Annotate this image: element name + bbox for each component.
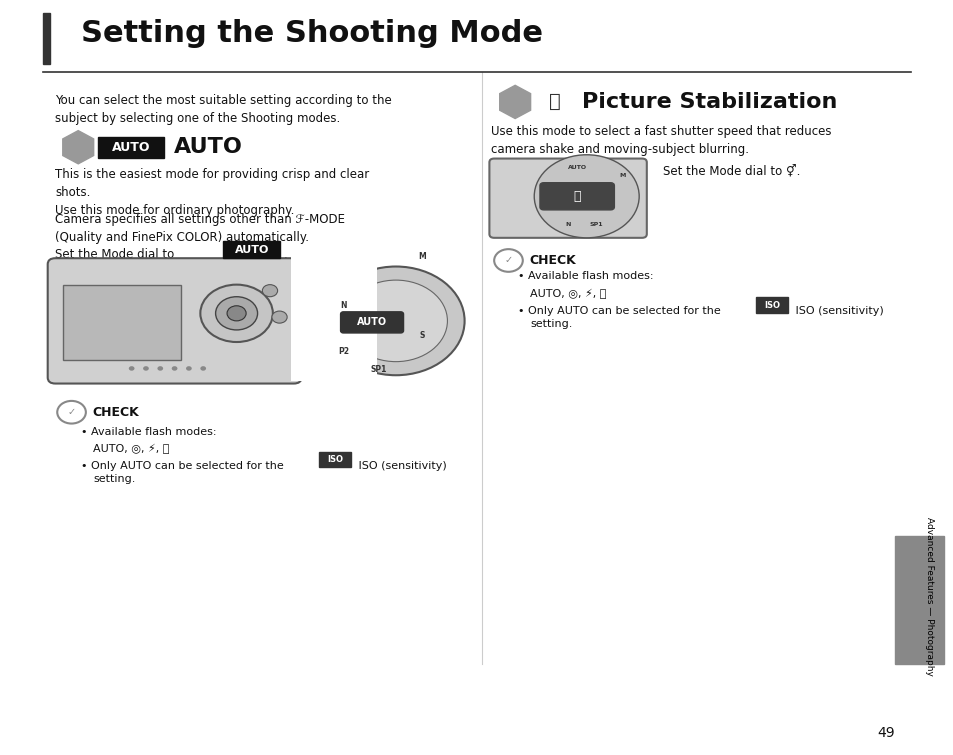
FancyBboxPatch shape bbox=[48, 258, 301, 384]
Circle shape bbox=[344, 280, 447, 362]
Text: 49: 49 bbox=[877, 726, 894, 740]
Circle shape bbox=[272, 311, 287, 323]
Text: 🚶: 🚶 bbox=[573, 190, 580, 203]
Circle shape bbox=[143, 366, 149, 371]
FancyBboxPatch shape bbox=[63, 285, 181, 360]
Text: M: M bbox=[619, 173, 625, 177]
FancyBboxPatch shape bbox=[755, 297, 787, 313]
Text: AUTO, ◎, ⚡, ⓢ: AUTO, ◎, ⚡, ⓢ bbox=[530, 289, 606, 300]
Circle shape bbox=[129, 366, 134, 371]
Text: You can select the most suitable setting according to the
subject by selecting o: You can select the most suitable setting… bbox=[55, 94, 392, 125]
Text: ✓: ✓ bbox=[68, 407, 75, 418]
Text: 🚶: 🚶 bbox=[548, 92, 559, 112]
FancyBboxPatch shape bbox=[894, 536, 943, 664]
Text: ISO: ISO bbox=[327, 455, 342, 464]
FancyBboxPatch shape bbox=[43, 13, 50, 64]
Text: SP1: SP1 bbox=[370, 365, 387, 374]
Text: ISO (sensitivity): ISO (sensitivity) bbox=[355, 461, 446, 470]
Text: SP1: SP1 bbox=[589, 223, 602, 227]
Text: AUTO: AUTO bbox=[112, 140, 151, 154]
Text: M: M bbox=[418, 252, 426, 261]
Text: AUTO: AUTO bbox=[356, 317, 387, 328]
Text: • Only AUTO can be selected for the: • Only AUTO can be selected for the bbox=[81, 461, 284, 470]
Text: CHECK: CHECK bbox=[92, 405, 139, 419]
Text: AUTO, ◎, ⚡, ⓢ: AUTO, ◎, ⚡, ⓢ bbox=[93, 444, 170, 455]
Circle shape bbox=[215, 297, 257, 330]
Text: Set the Mode dial to ⚥.: Set the Mode dial to ⚥. bbox=[662, 165, 800, 177]
Text: • Only AUTO can be selected for the: • Only AUTO can be selected for the bbox=[517, 306, 720, 316]
FancyBboxPatch shape bbox=[223, 241, 280, 258]
Text: ISO (sensitivity): ISO (sensitivity) bbox=[791, 306, 882, 316]
Text: Camera specifies all settings other than ℱ-MODE
(Quality and FinePix COLOR) auto: Camera specifies all settings other than… bbox=[55, 213, 345, 244]
FancyBboxPatch shape bbox=[319, 264, 359, 376]
Text: Setting the Shooting Mode: Setting the Shooting Mode bbox=[81, 20, 542, 48]
Circle shape bbox=[186, 366, 192, 371]
Text: • Available flash modes:: • Available flash modes: bbox=[517, 271, 653, 281]
Text: .: . bbox=[283, 248, 287, 260]
Text: setting.: setting. bbox=[530, 319, 572, 329]
Circle shape bbox=[157, 366, 163, 371]
Text: ✓: ✓ bbox=[504, 255, 512, 266]
Circle shape bbox=[494, 249, 522, 272]
Bar bbox=[291, 257, 376, 381]
FancyBboxPatch shape bbox=[98, 137, 164, 158]
Polygon shape bbox=[63, 131, 93, 164]
FancyBboxPatch shape bbox=[539, 183, 614, 210]
Circle shape bbox=[200, 366, 206, 371]
Text: AUTO: AUTO bbox=[234, 245, 269, 255]
Text: Advanced Features — Photography: Advanced Features — Photography bbox=[923, 517, 933, 676]
FancyBboxPatch shape bbox=[489, 159, 646, 238]
Text: N: N bbox=[564, 223, 570, 227]
Text: AUTO: AUTO bbox=[567, 165, 586, 170]
Text: Use this mode to select a fast shutter speed that reduces
camera shake and movin: Use this mode to select a fast shutter s… bbox=[491, 125, 831, 156]
Text: Set the Mode dial to: Set the Mode dial to bbox=[55, 248, 174, 260]
Circle shape bbox=[172, 366, 177, 371]
Text: Picture Stabilization: Picture Stabilization bbox=[581, 92, 837, 112]
Text: ISO: ISO bbox=[763, 300, 779, 310]
Text: S: S bbox=[419, 331, 425, 341]
Circle shape bbox=[262, 285, 277, 297]
Text: setting.: setting. bbox=[93, 474, 135, 484]
Circle shape bbox=[534, 155, 639, 238]
FancyBboxPatch shape bbox=[318, 452, 351, 467]
Polygon shape bbox=[499, 85, 530, 119]
Text: This is the easiest mode for providing crisp and clear
shots.
Use this mode for : This is the easiest mode for providing c… bbox=[55, 168, 369, 217]
Text: CHECK: CHECK bbox=[529, 254, 576, 267]
Text: P2: P2 bbox=[337, 347, 349, 356]
Circle shape bbox=[227, 306, 246, 321]
Text: AUTO: AUTO bbox=[173, 137, 242, 157]
Circle shape bbox=[327, 267, 464, 375]
Circle shape bbox=[200, 285, 273, 342]
Text: • Available flash modes:: • Available flash modes: bbox=[81, 427, 216, 436]
FancyBboxPatch shape bbox=[340, 312, 403, 333]
Text: N: N bbox=[340, 301, 346, 310]
Circle shape bbox=[57, 401, 86, 424]
